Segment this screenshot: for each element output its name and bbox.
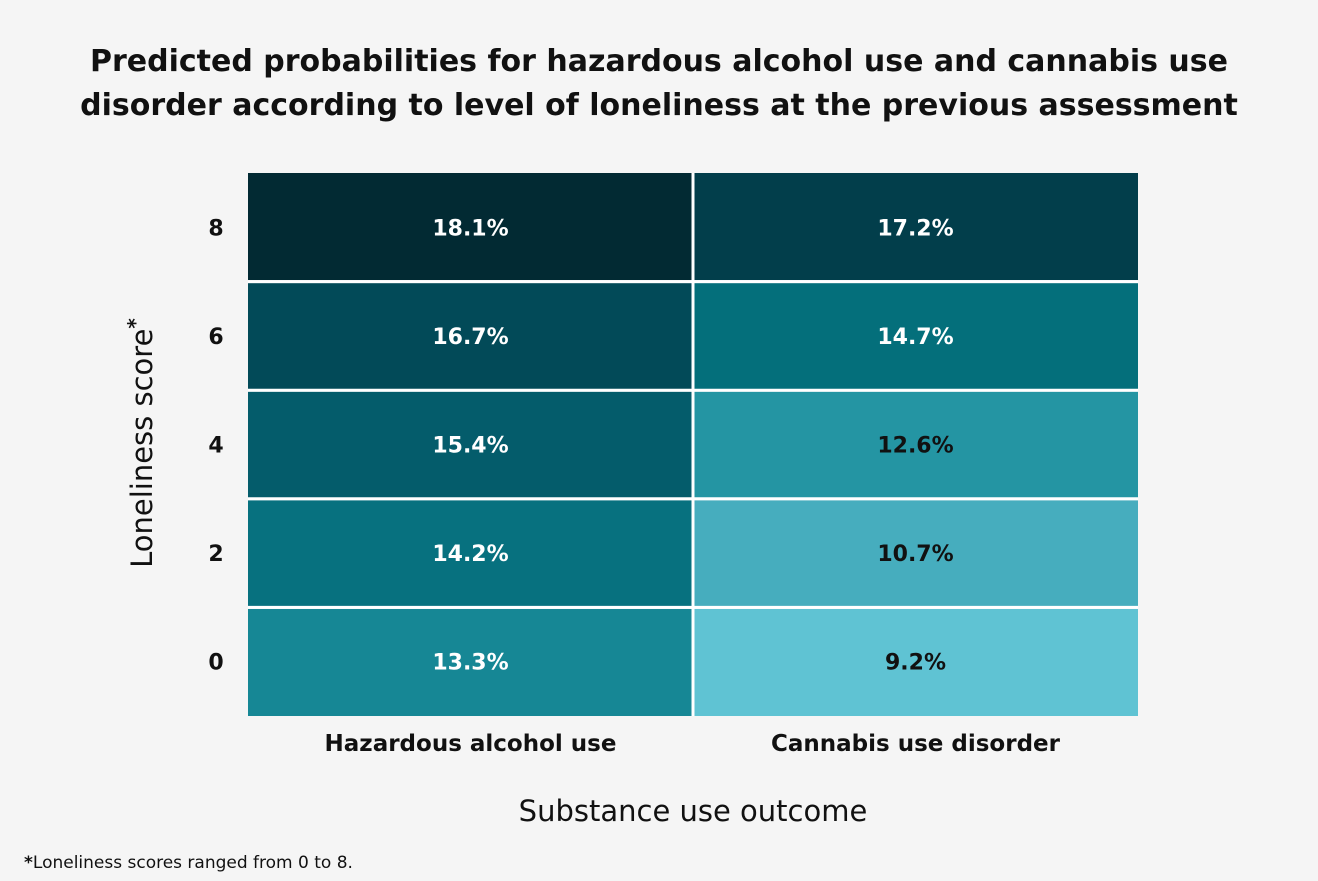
y-tick-label-4: 4 bbox=[208, 434, 223, 459]
heatmap-cell-r4-c0 bbox=[248, 608, 692, 716]
heatmap-cell-r2-c0 bbox=[248, 391, 692, 499]
footnote-marker: * bbox=[24, 853, 33, 873]
chart-title: Predicted probabilities for hazardous al… bbox=[0, 40, 1318, 128]
heatmap-cell-r3-c1 bbox=[694, 500, 1138, 608]
heatmap-cell-label-r0-c1: 17.2% bbox=[877, 216, 953, 241]
heatmap-cell-label-r2-c0: 15.4% bbox=[432, 434, 508, 459]
y-axis-label-marker: * bbox=[123, 318, 147, 329]
y-axis-label: Loneliness score* bbox=[123, 318, 159, 568]
heatmap-cell-label-r4-c1: 9.2% bbox=[885, 651, 946, 676]
footnote-text: Loneliness scores ranged from 0 to 8. bbox=[32, 853, 353, 873]
heatmap-cell-label-r0-c0: 18.1% bbox=[432, 216, 508, 241]
y-tick-label-0: 0 bbox=[208, 651, 223, 676]
heatmap-cell-r2-c1 bbox=[694, 391, 1138, 499]
x-tick-label-0: Hazardous alcohol use bbox=[325, 731, 617, 757]
x-axis-label: Substance use outcome bbox=[518, 794, 868, 828]
heatmap-cell-label-r3-c1: 10.7% bbox=[877, 542, 953, 567]
x-tick-label-1: Cannabis use disorder bbox=[771, 731, 1061, 757]
y-tick-label-2: 2 bbox=[208, 542, 223, 567]
chart-title-line-1: Predicted probabilities for hazardous al… bbox=[90, 44, 1228, 79]
y-tick-label-6: 6 bbox=[208, 325, 223, 350]
heatmap-cell-r1-c1 bbox=[694, 283, 1138, 391]
y-tick-label-8: 8 bbox=[208, 216, 223, 241]
heatmap-cell-label-r1-c1: 14.7% bbox=[877, 325, 953, 350]
heatmap-cell-r3-c0 bbox=[248, 500, 692, 608]
footnote: *Loneliness scores ranged from 0 to 8. bbox=[24, 853, 353, 873]
heatmap-cell-r1-c0 bbox=[248, 283, 692, 391]
heatmap-cell-label-r4-c0: 13.3% bbox=[432, 651, 508, 676]
heatmap-cell-r0-c1 bbox=[694, 173, 1138, 281]
heatmap-cell-r4-c1 bbox=[694, 608, 1138, 716]
heatmap-cell-r0-c0 bbox=[248, 173, 692, 281]
y-axis-label-text: Loneliness score bbox=[125, 328, 159, 568]
heatmap-cell-label-r1-c0: 16.7% bbox=[432, 325, 508, 350]
chart-title-line-2: disorder according to level of lonelines… bbox=[80, 88, 1238, 123]
heatmap-cell-label-r3-c0: 14.2% bbox=[432, 542, 508, 567]
heatmap-cell-label-r2-c1: 12.6% bbox=[877, 434, 953, 459]
